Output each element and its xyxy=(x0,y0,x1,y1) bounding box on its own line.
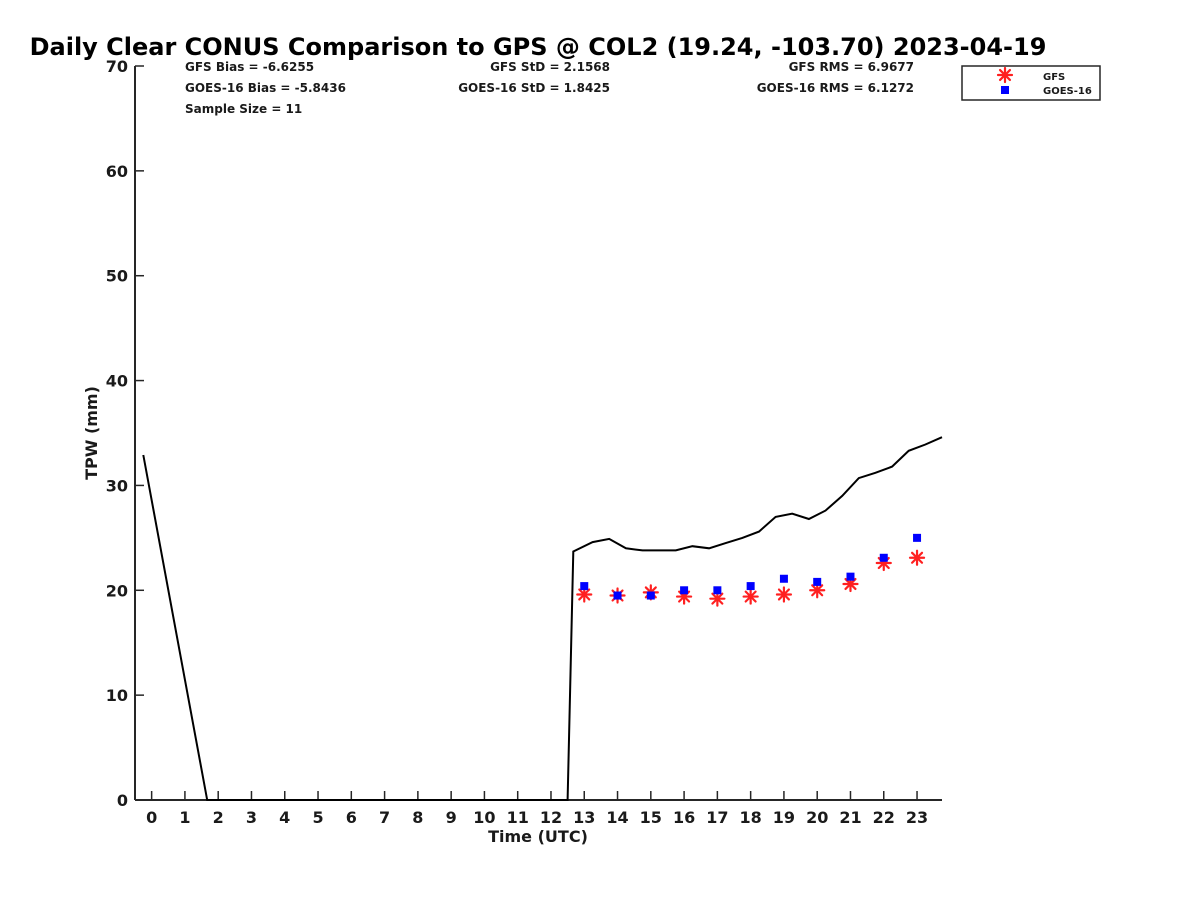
x-tick-label: 8 xyxy=(412,808,423,827)
gfs-bias-stat: GFS Bias = -6.6255 xyxy=(185,60,314,74)
gfs-rms-stat: GFS RMS = 6.9677 xyxy=(789,60,914,74)
x-tick-label: 1 xyxy=(179,808,190,827)
x-tick-label: 22 xyxy=(873,808,895,827)
x-tick-label: 11 xyxy=(507,808,529,827)
goes-std-stat: GOES-16 StD = 1.8425 xyxy=(458,81,610,95)
goes-16-point xyxy=(580,582,589,591)
goes-bias-stat: GOES-16 Bias = -5.8436 xyxy=(185,81,346,95)
goes-16-point xyxy=(846,572,855,581)
x-tick-label: 16 xyxy=(673,808,695,827)
y-tick-label: 50 xyxy=(106,267,128,286)
y-tick-label: 60 xyxy=(106,162,128,181)
x-tick-label: 5 xyxy=(312,808,323,827)
x-tick-label: 9 xyxy=(446,808,457,827)
x-tick-label: 20 xyxy=(806,808,828,827)
x-tick-label: 17 xyxy=(706,808,728,827)
x-tick-label: 12 xyxy=(540,808,562,827)
goes-16-point xyxy=(879,553,888,562)
x-tick-label: 15 xyxy=(640,808,662,827)
x-tick-label: 3 xyxy=(246,808,257,827)
gfs-std-stat: GFS StD = 2.1568 xyxy=(490,60,610,74)
gfs-point xyxy=(908,549,926,566)
x-tick-label: 19 xyxy=(773,808,795,827)
goes-16-point xyxy=(646,591,655,600)
x-tick-label: 14 xyxy=(606,808,628,827)
gps-series xyxy=(142,436,943,801)
gfs-point xyxy=(576,586,593,603)
x-tick-label: 2 xyxy=(213,808,224,827)
goes-16-series xyxy=(580,533,922,600)
chart-title: Daily Clear CONUS Comparison to GPS @ CO… xyxy=(30,33,1047,61)
x-tick-label: 21 xyxy=(839,808,861,827)
y-tick-label: 20 xyxy=(106,581,128,600)
y-tick-label: 30 xyxy=(106,476,128,495)
legend-gfs-label: GFS xyxy=(1043,72,1065,83)
x-axis-ticks: 0 1 2 3 4 5 6 7 8 9 10 11 12 13 14 15 16 17 18 19 20 21 22 23 xyxy=(146,791,928,827)
x-tick-label: 18 xyxy=(740,808,762,827)
goes-16-point xyxy=(680,586,689,595)
x-tick-label: 6 xyxy=(346,808,357,827)
goes-16-point xyxy=(813,577,822,586)
x-axis-label: Time (UTC) xyxy=(488,827,588,846)
goes-rms-stat: GOES-16 RMS = 6.1272 xyxy=(757,81,914,95)
legend-gfs-star xyxy=(996,66,1014,84)
gfs-point xyxy=(742,588,759,605)
goes-16-point xyxy=(713,586,722,595)
x-tick-label: 10 xyxy=(473,808,495,827)
gps-line xyxy=(142,436,943,801)
x-tick-label: 7 xyxy=(379,808,390,827)
sample-size-stat: Sample Size = 11 xyxy=(185,102,302,116)
x-tick-label: 0 xyxy=(146,808,157,827)
goes-16-point xyxy=(779,574,788,583)
goes-16-point xyxy=(913,533,922,542)
legend-box xyxy=(961,65,1101,101)
legend-goes-label: GOES-16 xyxy=(1043,86,1092,97)
y-tick-label: 40 xyxy=(106,372,128,391)
gfs-series xyxy=(576,549,926,607)
x-tick-label: 13 xyxy=(573,808,595,827)
legend-gfs-star-icon xyxy=(996,66,1014,84)
x-tick-label: 4 xyxy=(279,808,290,827)
goes-16-point xyxy=(746,582,755,591)
y-tick-label: 70 xyxy=(106,57,128,76)
y-axis-label: TPW (mm) xyxy=(82,386,101,480)
goes-16-point xyxy=(613,591,622,600)
legend-goes-square-icon xyxy=(1001,86,1009,94)
y-tick-label: 0 xyxy=(117,791,128,810)
gfs-point xyxy=(775,586,793,603)
legend: GFS GOES-16 xyxy=(961,65,1101,101)
y-axis-ticks: 0 10 20 30 40 50 60 70 xyxy=(106,57,144,810)
x-tick-label: 23 xyxy=(906,808,928,827)
y-tick-label: 10 xyxy=(106,686,128,705)
